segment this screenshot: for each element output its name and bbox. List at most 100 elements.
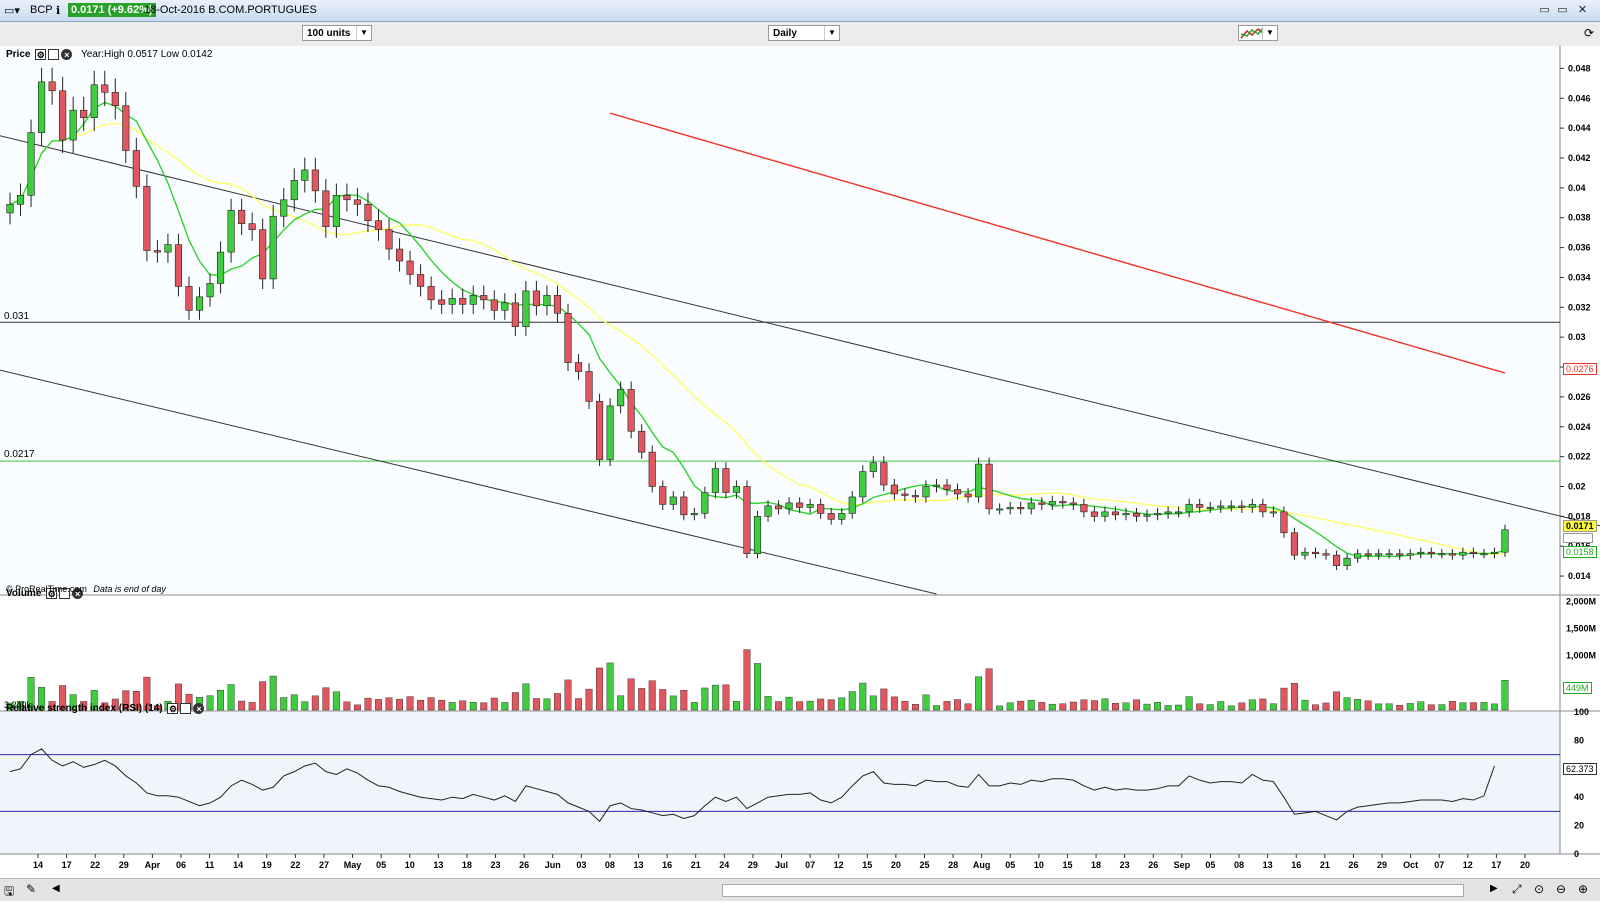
volume-bar	[796, 701, 804, 711]
candle-body	[480, 295, 488, 301]
zoom-in-icon[interactable]: ⊕	[1578, 882, 1589, 896]
volume-bar	[417, 699, 425, 711]
volume-bar	[459, 700, 467, 711]
candle-body	[680, 496, 688, 516]
candle-body	[532, 290, 540, 307]
x-tick-label: 25	[919, 860, 929, 870]
volume-bar	[1143, 703, 1151, 711]
price-tick-label: 0.014	[1568, 571, 1591, 581]
zoom-fit-icon[interactable]: ⤢	[1512, 882, 1522, 896]
candle-body	[1027, 502, 1035, 510]
volume-bar	[1048, 703, 1056, 711]
close-icon[interactable]: ×	[72, 588, 84, 599]
volume-bar	[1111, 703, 1119, 711]
maximize-button[interactable]: ▭	[1557, 4, 1568, 16]
volume-bar	[238, 700, 246, 711]
timeframe-select[interactable]: Daily ▼	[768, 25, 840, 41]
candle-body	[1490, 551, 1499, 554]
candle-body	[1101, 511, 1109, 517]
candle-body	[922, 486, 930, 498]
candle-body	[1290, 532, 1299, 556]
candle-body	[311, 169, 319, 192]
close-icon[interactable]: ×	[193, 703, 205, 714]
close-icon[interactable]: ×	[61, 49, 73, 60]
volume-bar	[1248, 699, 1256, 711]
x-tick-label: 14	[33, 860, 43, 870]
x-tick-label: 17	[62, 860, 72, 870]
ma-long-tag: 0.0276	[1563, 363, 1597, 375]
wrench-icon[interactable]: ⚙	[35, 49, 47, 60]
price-tick-label: 0.044	[1568, 123, 1591, 133]
candle-body	[101, 84, 109, 93]
units-select[interactable]: 100 units ▼	[302, 25, 372, 41]
candle-body	[1017, 507, 1025, 510]
volume-bar	[638, 688, 646, 711]
horizontal-scrollbar[interactable]: 🖫 ✎ ◀ ▶ ⤢ ⊙ ⊖ ⊕	[0, 878, 1600, 901]
candle-body	[1111, 511, 1120, 516]
candle-body	[543, 295, 551, 307]
candle-body	[185, 286, 193, 311]
volume-bar	[1238, 702, 1246, 711]
candle-body	[417, 274, 425, 287]
volume-bar	[332, 691, 340, 711]
window-icon[interactable]	[59, 588, 71, 599]
price-panel-label: Price	[6, 49, 31, 61]
save-chart-icon[interactable]: 🖫	[4, 884, 15, 898]
info-icon[interactable]: ℹ	[56, 5, 61, 17]
volume-bar	[111, 698, 119, 711]
price-tick-label: 0.02	[1568, 481, 1586, 491]
candle-body	[353, 199, 361, 205]
volume-series	[6, 649, 1509, 711]
volume-bar	[6, 702, 14, 711]
volume-bar	[1122, 702, 1130, 711]
scroll-right-icon[interactable]: ▶	[1490, 883, 1498, 894]
volume-bar	[1017, 700, 1025, 711]
rsi-line	[9, 748, 1495, 823]
candle-body	[627, 389, 635, 432]
window-icon[interactable]	[48, 49, 60, 60]
wrench-icon[interactable]: ⚙	[167, 703, 179, 714]
volume-bar	[490, 697, 498, 711]
volume-bar	[596, 667, 604, 711]
volume-bar	[269, 675, 277, 711]
candle-body	[132, 150, 140, 187]
scroll-left-icon[interactable]: ◀	[52, 883, 60, 894]
x-tick-label: Jun	[545, 860, 561, 870]
close-button[interactable]: ✕	[1577, 4, 1588, 16]
zoom-reset-icon[interactable]: ⊙	[1534, 882, 1545, 896]
x-tick-label: 29	[119, 860, 129, 870]
window-icon[interactable]	[180, 703, 192, 714]
candle-body	[932, 484, 941, 487]
x-tick-label: 26	[1348, 860, 1358, 870]
candle-body	[48, 81, 56, 92]
draw-tool-icon[interactable]: ✎	[26, 882, 37, 896]
scroll-thumb[interactable]	[722, 884, 1464, 897]
candle-body	[606, 405, 614, 460]
candle-body	[332, 195, 340, 227]
refresh-icon[interactable]: ⟳	[1584, 26, 1595, 40]
zoom-out-icon[interactable]: ⊖	[1556, 882, 1567, 896]
x-tick-label: Sep	[1174, 860, 1191, 870]
x-tick-label: 06	[176, 860, 186, 870]
volume-bar	[627, 678, 635, 711]
candle-body	[975, 463, 983, 498]
volume-bar	[1396, 704, 1404, 711]
chart-style-button[interactable]: ▼	[1238, 25, 1278, 41]
candle-body	[248, 223, 256, 230]
chart-area[interactable]: 0.0140.0160.0180.020.0220.0240.0260.0280…	[0, 46, 1600, 879]
window-titlebar: ▭▾ BCP ℹ 0.0171 (+9.62%) 18-Oct-2016 B.C…	[0, 0, 1600, 22]
candle-body	[280, 199, 288, 217]
wrench-icon[interactable]: ⚙	[46, 588, 58, 599]
volume-bar	[364, 697, 372, 711]
x-tick-label: 27	[319, 860, 329, 870]
minimize-button[interactable]: ▭	[1539, 4, 1550, 16]
candle-body	[1417, 551, 1425, 554]
candle-body	[427, 286, 435, 301]
volume-bar	[964, 703, 972, 711]
volume-bar	[985, 668, 993, 711]
volume-bar	[290, 694, 298, 711]
price-tick-label: 0.034	[1568, 272, 1591, 282]
window-menu-icon[interactable]: ▭▾	[4, 5, 20, 17]
volume-bar	[1080, 699, 1088, 711]
rsi-panel-label: Relative strength index (RSI) (14)	[6, 703, 163, 715]
